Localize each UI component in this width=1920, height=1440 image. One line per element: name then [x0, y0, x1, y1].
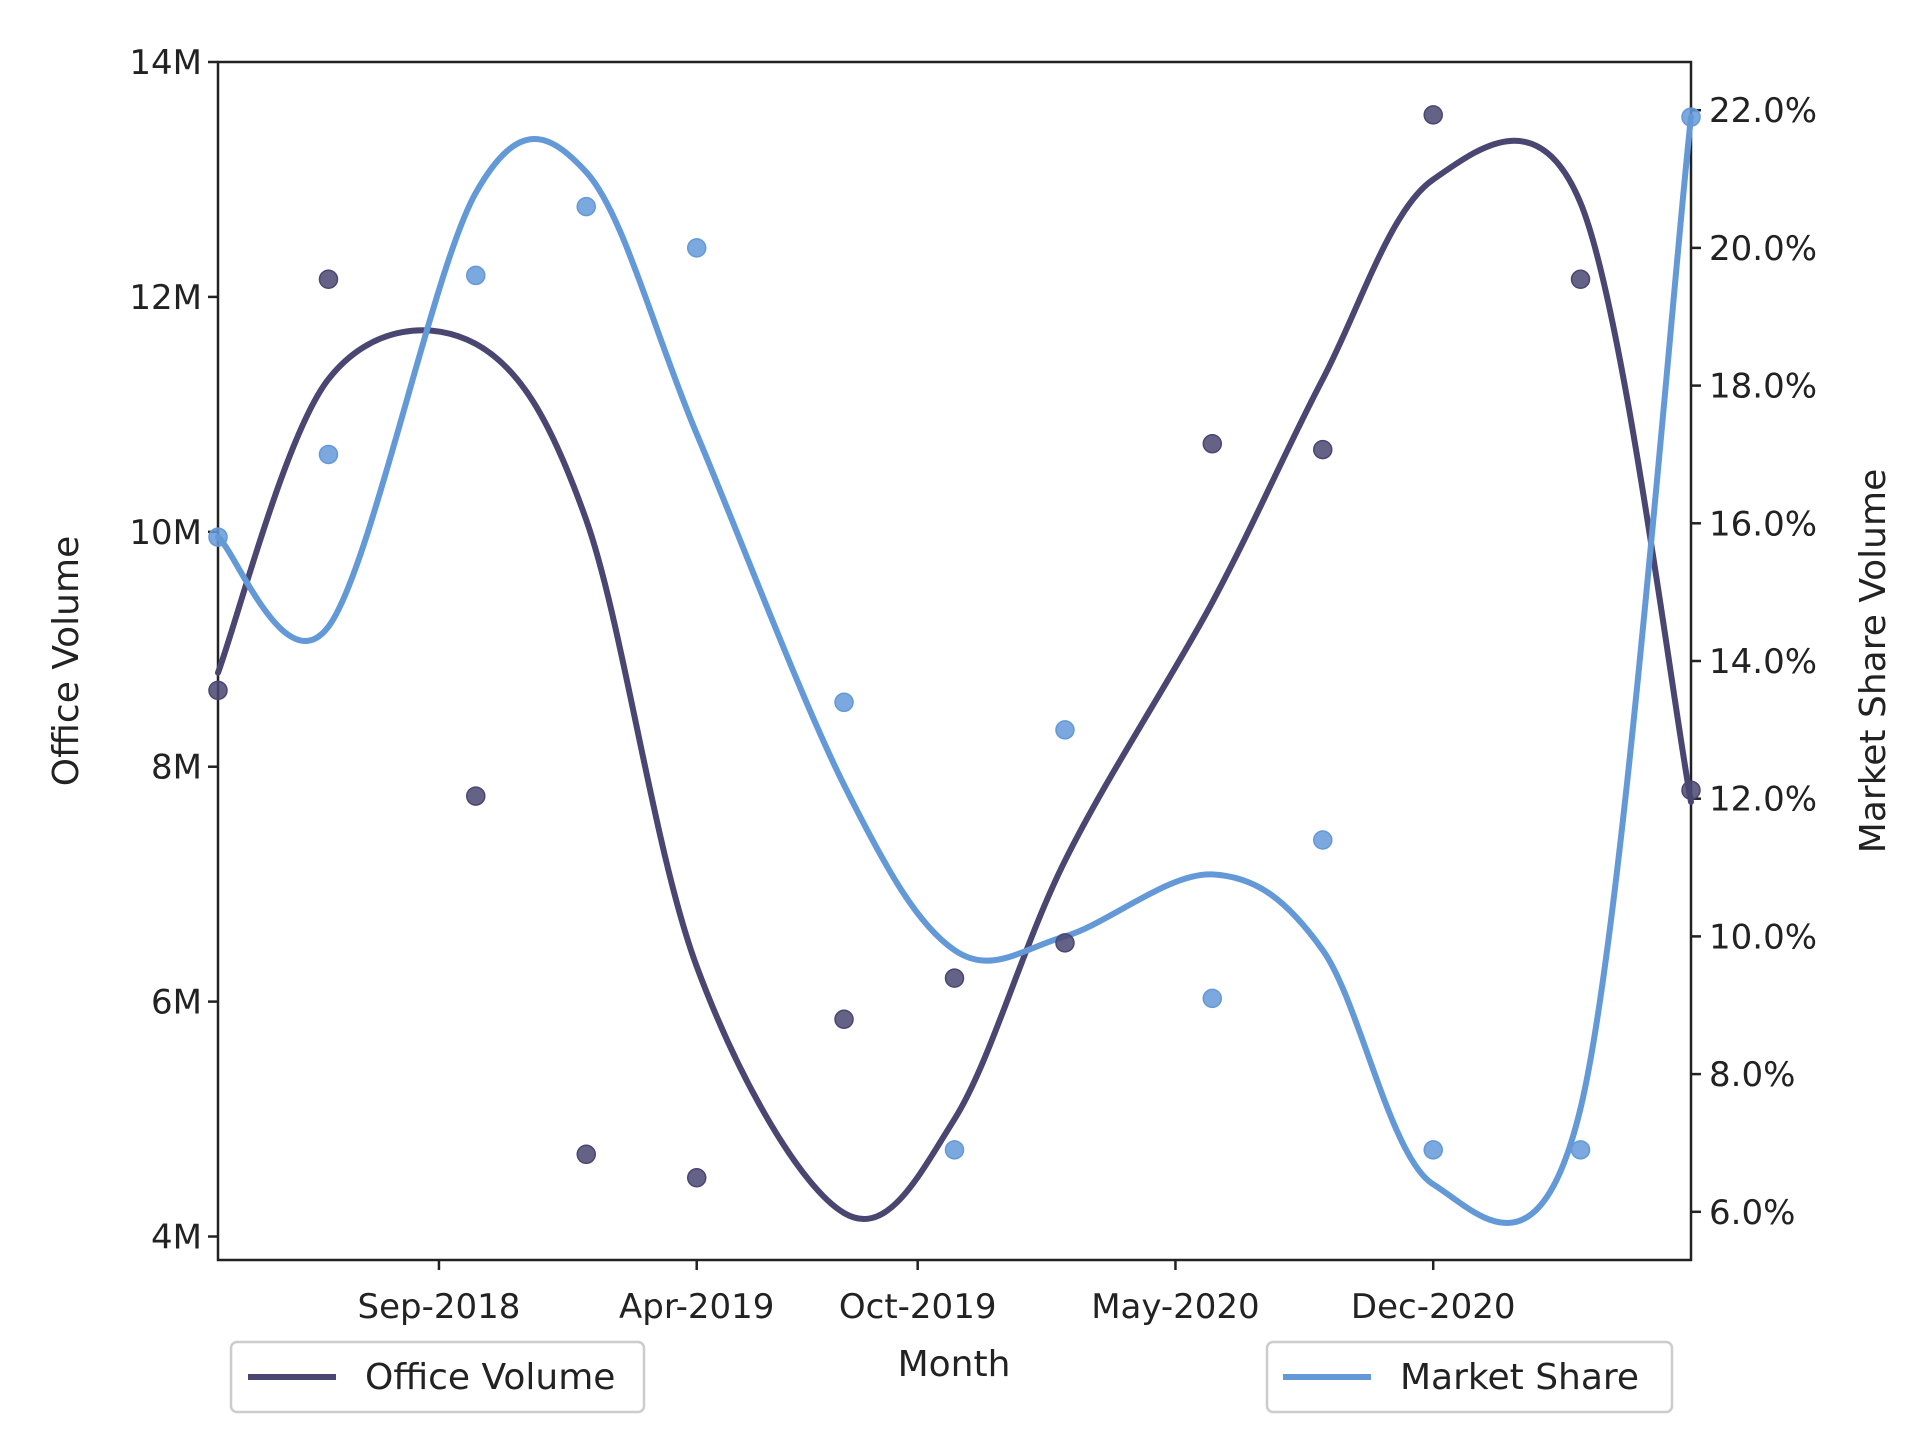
data-point-market-share	[208, 527, 228, 547]
y2-tick-label: 22.0%	[1709, 91, 1817, 131]
x-tick-label: May-2020	[1091, 1287, 1260, 1327]
y-tick-label: 4M	[151, 1218, 202, 1258]
data-point-office-volume	[466, 786, 486, 806]
data-point-market-share	[1423, 1140, 1443, 1160]
x-axis-title: Month	[898, 1344, 1011, 1385]
data-point-office-volume	[1570, 269, 1591, 290]
data-point-office-volume	[1313, 439, 1333, 460]
y-tick-label: 12M	[129, 278, 202, 318]
data-point-market-share	[576, 196, 596, 217]
series-points	[208, 105, 1701, 1188]
legend-box	[229, 1340, 646, 1414]
legend-market-share: Market Share	[1265, 1340, 1674, 1414]
y-tick-label: 6M	[151, 983, 202, 1023]
y-tick-label: 10M	[129, 513, 202, 553]
y-tick-label: 8M	[151, 748, 202, 788]
x-tick-label: Apr-2019	[619, 1287, 774, 1327]
y2-tick-label: 14.0%	[1709, 642, 1817, 682]
data-point-office-volume	[944, 968, 965, 988]
y2-tick-label: 20.0%	[1709, 229, 1817, 269]
y2-tick-label: 12.0%	[1709, 780, 1817, 820]
legend-office-volume: Office Volume	[229, 1340, 646, 1414]
x-tick-label: Dec-2020	[1351, 1287, 1516, 1327]
legend-box	[1265, 1340, 1674, 1414]
data-point-office-volume	[686, 1168, 707, 1188]
y2-tick-label: 10.0%	[1709, 917, 1817, 957]
data-point-office-volume	[1681, 780, 1701, 800]
y-tick-label: 14M	[129, 43, 202, 83]
data-point-market-share	[466, 265, 486, 286]
data-point-market-share	[1313, 830, 1333, 850]
data-point-market-share	[1202, 988, 1223, 1009]
y2-tick-label: 8.0%	[1709, 1055, 1795, 1095]
y2-tick-label: 18.0%	[1709, 367, 1817, 407]
data-point-market-share	[834, 692, 854, 713]
data-point-office-volume	[318, 269, 339, 290]
data-point-market-share	[1681, 107, 1701, 127]
x-tick-label: Oct-2019	[839, 1287, 997, 1327]
x-axis-ticks: Sep-2018 Apr-2019 Oct-2019 May-2020 Dec-2020	[358, 1260, 1516, 1327]
data-point-office-volume	[834, 1009, 854, 1029]
data-point-office-volume	[1423, 105, 1443, 125]
data-point-office-volume	[1055, 933, 1075, 953]
left-axis-ticks: 4M 6M 8M 10M 12M 14M	[129, 43, 218, 1258]
y2-axis-title: Market Share Volume	[1853, 469, 1894, 853]
series-lines	[215, 114, 1694, 1226]
right-axis-ticks: 6.0% 8.0% 10.0% 12.0% 14.0% 16.0% 18.0% 20.0% 22…	[1691, 91, 1817, 1233]
legend-label-office-volume: Office Volume	[365, 1357, 615, 1398]
data-point-market-share	[318, 444, 339, 465]
y2-tick-label: 6.0%	[1709, 1193, 1795, 1233]
data-point-market-share	[1570, 1140, 1591, 1160]
x-tick-label: Sep-2018	[358, 1287, 521, 1327]
data-point-market-share	[686, 238, 707, 258]
y2-tick-label: 16.0%	[1709, 504, 1817, 544]
legend-label-market-share: Market Share	[1400, 1357, 1639, 1398]
data-point-office-volume	[576, 1144, 596, 1165]
data-point-market-share	[1055, 720, 1075, 740]
y-axis-title: Office Volume	[46, 536, 87, 786]
data-point-market-share	[944, 1140, 965, 1160]
series-line-office-volume	[215, 137, 1694, 1222]
series-line-market-share	[215, 114, 1694, 1226]
data-point-office-volume	[1202, 433, 1223, 454]
data-point-office-volume	[208, 680, 228, 701]
